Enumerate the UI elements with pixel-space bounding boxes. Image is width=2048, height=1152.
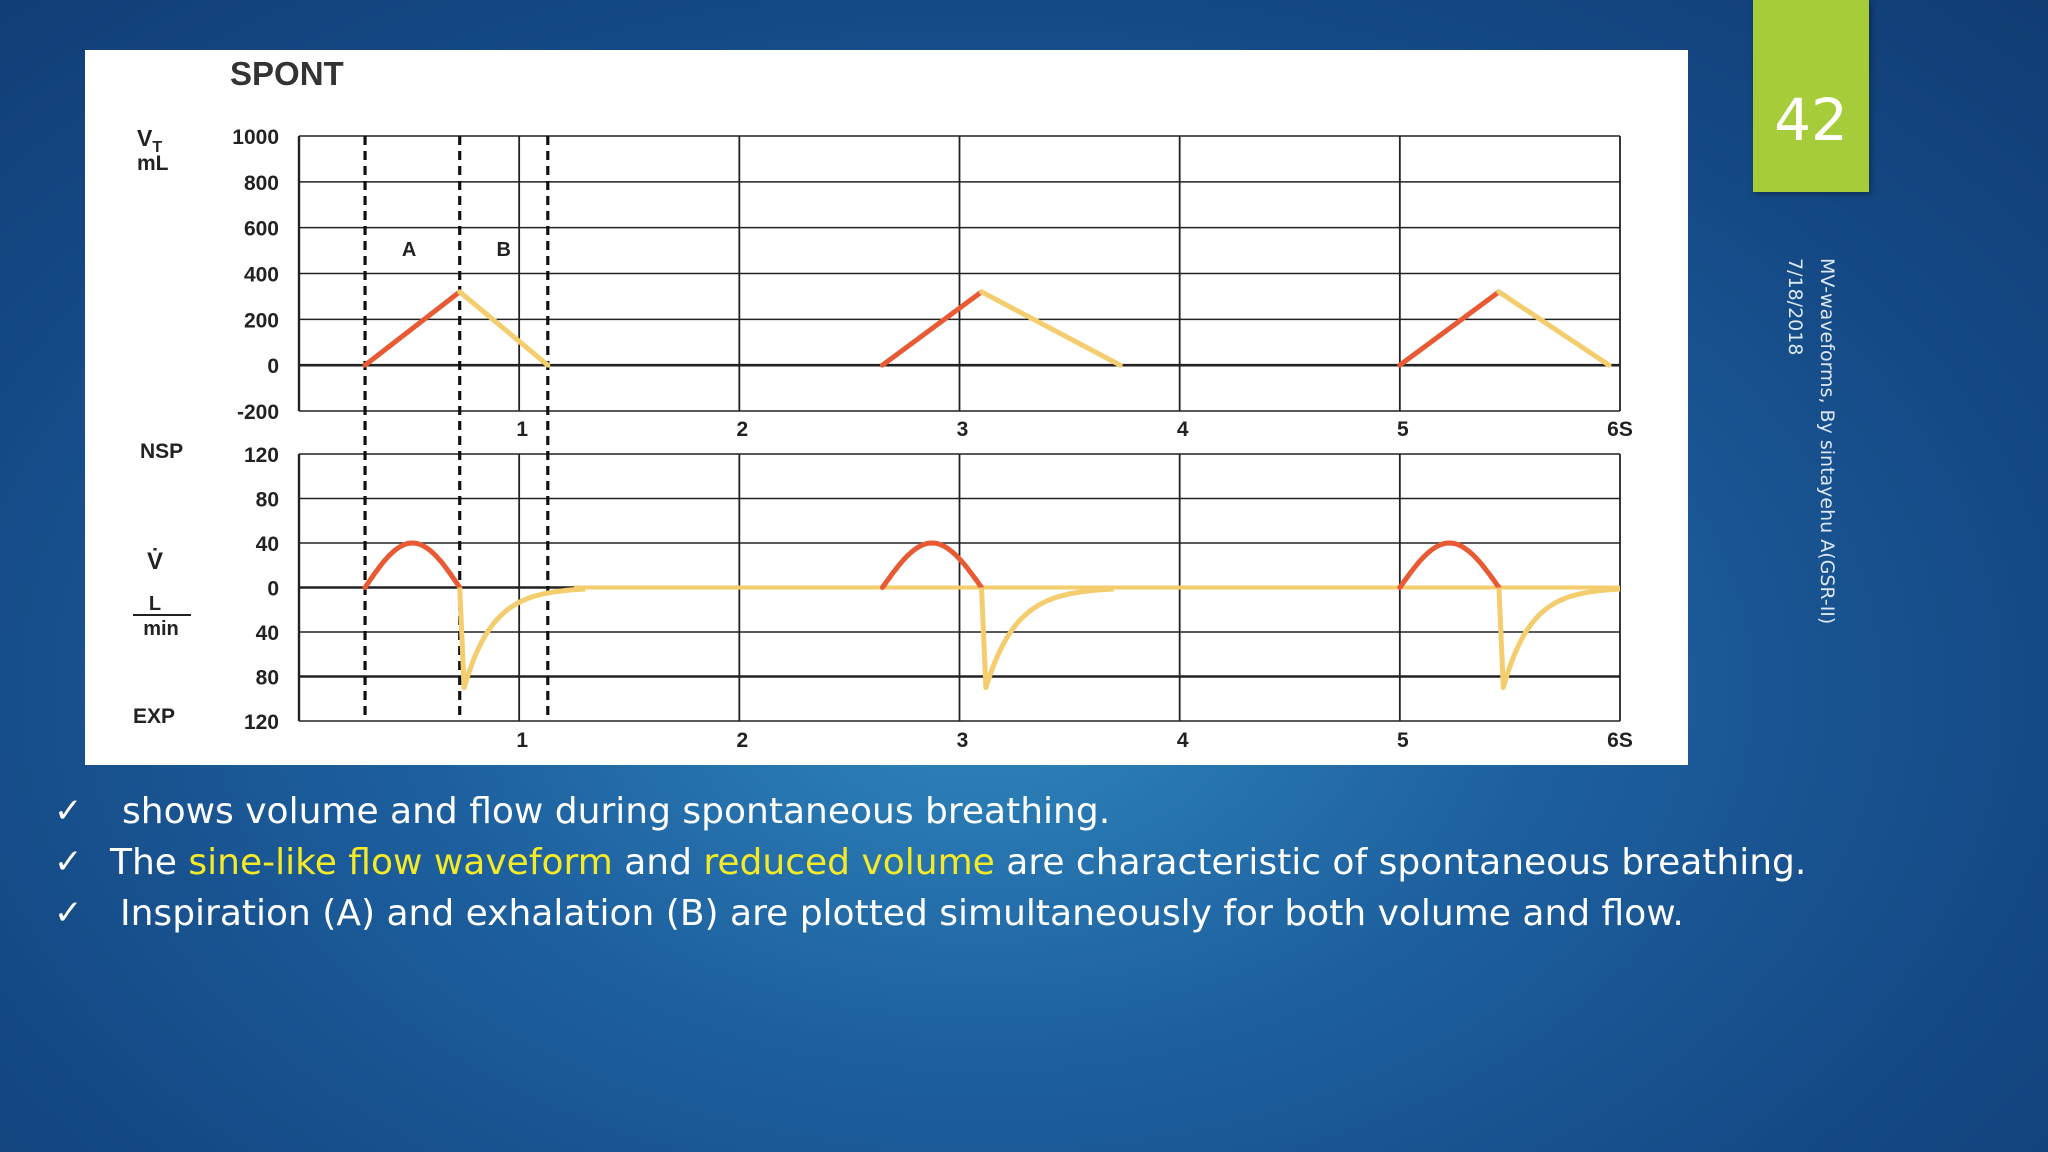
flow-x-tick-label: 4 bbox=[1177, 729, 1189, 752]
flow-x-tick-label: 1 bbox=[516, 729, 528, 752]
volume-tick-label: 800 bbox=[244, 172, 279, 195]
check-icon: ✓ bbox=[54, 791, 83, 831]
slide-number-box: 42 bbox=[1753, 0, 1869, 192]
flow-unit-numerator: L bbox=[149, 593, 161, 615]
bullet-1: ✓ shows volume and flow during spontaneo… bbox=[54, 786, 2004, 837]
bullet-2: ✓ The sine-like flow waveform and reduce… bbox=[54, 837, 2004, 888]
side-note-author: MV-waveforms, By sintayehu A(GSR-II) bbox=[1816, 258, 1838, 625]
side-note: MV-waveforms, By sintayehu A(GSR-II) 7/1… bbox=[1779, 258, 1843, 624]
flow-x-tick-label: 3 bbox=[957, 729, 969, 752]
flow-x-tick-label: 5 bbox=[1397, 729, 1409, 752]
volume-axis-label: VT bbox=[137, 125, 162, 156]
flow-tick-label: 80 bbox=[256, 667, 279, 690]
flow-unit-denominator: min bbox=[143, 618, 179, 640]
bullet-segment: The bbox=[110, 842, 189, 883]
check-icon: ✓ bbox=[54, 842, 83, 882]
volume-x-tick-label: 1 bbox=[516, 418, 528, 441]
bullet-list: ✓ shows volume and flow during spontaneo… bbox=[54, 786, 2004, 939]
flow-tick-label: 40 bbox=[256, 533, 279, 556]
bullet-segment: are characteristic of spontaneous breath… bbox=[994, 842, 1807, 883]
flow-tick-label: 40 bbox=[256, 622, 279, 645]
flow-expiration-curve bbox=[979, 586, 1114, 691]
volume-inspiration-line bbox=[1397, 289, 1502, 368]
bullet-3: ✓ Inspiration (A) and exhalation (B) are… bbox=[54, 888, 2004, 939]
volume-x-tick-label: 5 bbox=[1397, 418, 1409, 441]
volume-inspiration-line bbox=[879, 289, 985, 368]
flow-tick-label: 120 bbox=[244, 711, 279, 734]
volume-tick-label: 400 bbox=[244, 264, 279, 287]
flow-expiration-curve bbox=[1496, 586, 1621, 691]
bullet-text: Inspiration (A) and exhalation (B) are p… bbox=[120, 888, 1684, 939]
flow-expiration-curve bbox=[457, 586, 586, 691]
bullet-text: shows volume and flow during spontaneous… bbox=[122, 786, 1110, 837]
bullet-segment: and bbox=[612, 842, 704, 883]
flow-axis-label: V̇ bbox=[147, 548, 163, 575]
bullet-segment: shows volume and flow during spontaneous… bbox=[122, 791, 1111, 832]
flow-tick-label: 0 bbox=[267, 578, 279, 601]
slide-number: 42 bbox=[1774, 86, 1848, 154]
volume-tick-label: 600 bbox=[244, 218, 279, 241]
volume-expiration-line bbox=[1496, 289, 1612, 368]
check-icon: ✓ bbox=[54, 893, 83, 933]
phase-label-b: B bbox=[497, 239, 511, 261]
flow-axis-label-top: NSP bbox=[140, 440, 183, 463]
volume-axis-unit: mL bbox=[137, 152, 169, 175]
volume-x-tick-label: 6S bbox=[1607, 418, 1633, 441]
volume-tick-label: 1000 bbox=[232, 126, 279, 149]
chart-panel: SPONT A B 1000 800 600 400 200 0 -200 120 80 40 0 40 80… bbox=[85, 50, 1688, 765]
volume-tick-label: 0 bbox=[267, 355, 279, 378]
flow-inspiration-curve bbox=[1397, 540, 1502, 590]
volume-x-tick-label: 3 bbox=[957, 418, 969, 441]
volume-x-tick-label: 2 bbox=[736, 418, 748, 441]
flow-x-tick-label: 2 bbox=[736, 729, 748, 752]
chart-title: SPONT bbox=[230, 55, 344, 92]
flow-inspiration-curve bbox=[362, 540, 463, 590]
bullet-text: The sine-like flow waveform and reduced … bbox=[110, 837, 1806, 888]
flow-inspiration-curve bbox=[879, 540, 984, 590]
phase-label-a: A bbox=[402, 239, 416, 261]
volume-expiration-line bbox=[979, 289, 1123, 368]
bullet-segment: Inspiration (A) and exhalation (B) are p… bbox=[120, 893, 1684, 934]
flow-x-tick-label: 6S bbox=[1607, 729, 1633, 752]
highlight-segment: reduced volume bbox=[703, 842, 995, 883]
volume-tick-label: -200 bbox=[237, 401, 279, 424]
volume-x-tick-label: 4 bbox=[1177, 418, 1189, 441]
volume-tick-label: 200 bbox=[244, 309, 279, 332]
flow-axis-label-bottom: EXP bbox=[133, 705, 175, 728]
volume-inspiration-line bbox=[362, 289, 463, 368]
flow-tick-label: 120 bbox=[244, 444, 279, 467]
volume-expiration-line bbox=[457, 289, 551, 368]
flow-tick-label: 80 bbox=[256, 489, 279, 512]
highlight-segment: sine-like flow waveform bbox=[188, 842, 613, 883]
side-note-date: 7/18/2018 bbox=[1784, 258, 1806, 356]
